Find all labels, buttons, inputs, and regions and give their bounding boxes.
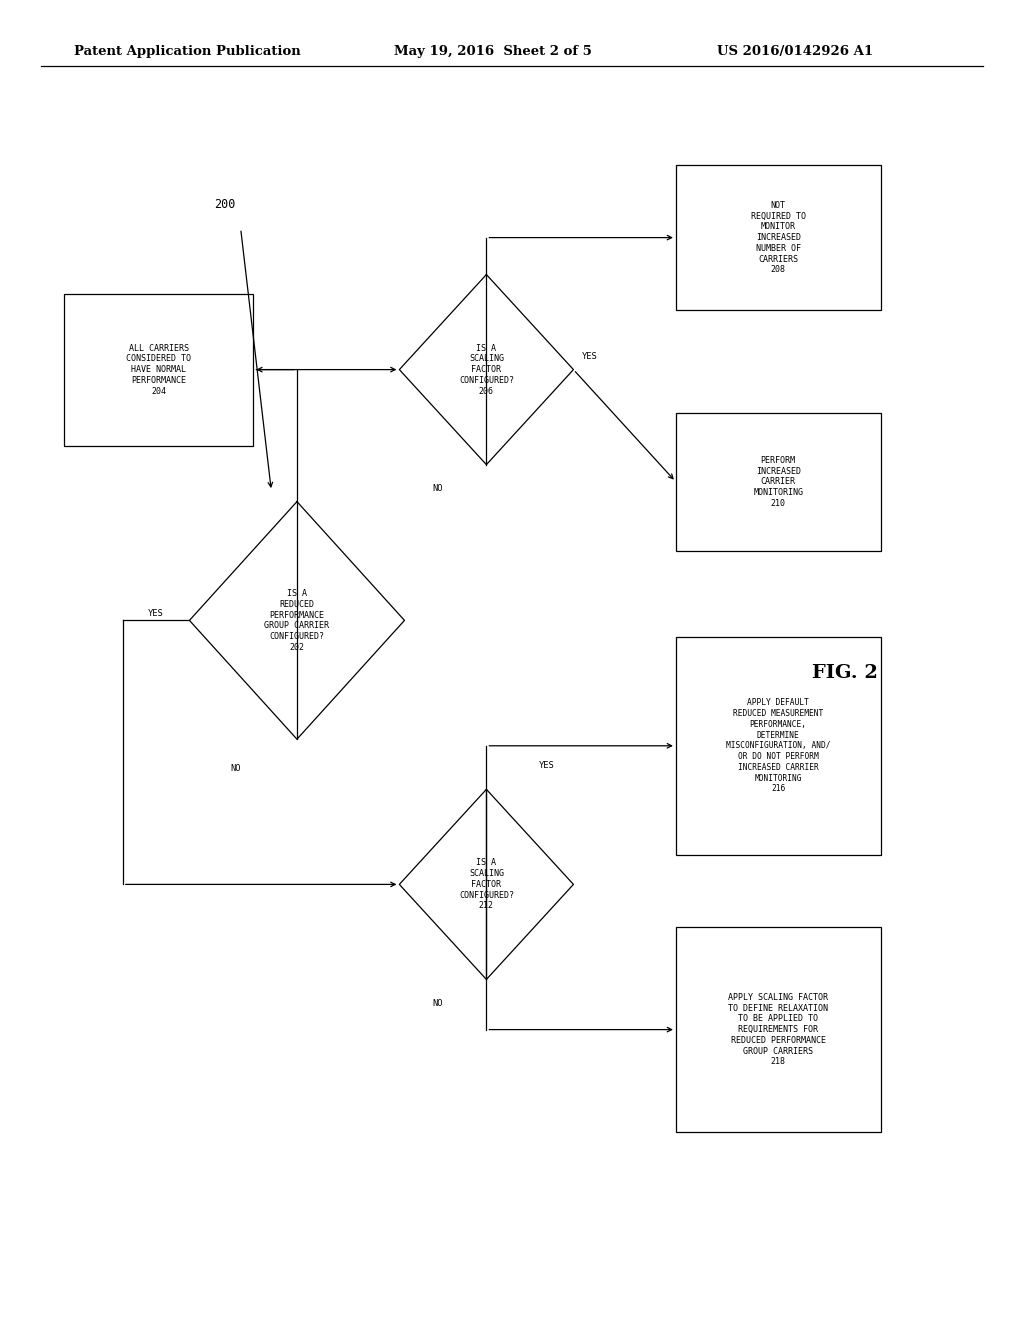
Text: YES: YES [539,762,554,770]
Text: YES: YES [148,610,164,618]
Bar [676,927,881,1131]
Bar [676,165,881,310]
Text: PERFORM
INCREASED
CARRIER
MONITORING
210: PERFORM INCREASED CARRIER MONITORING 210 [754,455,803,508]
Text: APPLY SCALING FACTOR
TO DEFINE RELAXATION
TO BE APPLIED TO
REQUIREMENTS FOR
REDU: APPLY SCALING FACTOR TO DEFINE RELAXATIO… [728,993,828,1067]
Text: May 19, 2016  Sheet 2 of 5: May 19, 2016 Sheet 2 of 5 [394,45,592,58]
Text: 200: 200 [215,198,236,211]
Text: NO: NO [432,999,442,1007]
Text: IS A
SCALING
FACTOR
CONFIGURED?
212: IS A SCALING FACTOR CONFIGURED? 212 [459,858,514,911]
Bar [63,294,254,446]
Text: US 2016/0142926 A1: US 2016/0142926 A1 [717,45,872,58]
Bar [676,638,881,855]
Text: ALL CARRIERS
CONSIDERED TO
HAVE NORMAL
PERFORMANCE
204: ALL CARRIERS CONSIDERED TO HAVE NORMAL P… [126,343,191,396]
Text: NO: NO [432,484,442,492]
Bar [676,412,881,552]
Text: Patent Application Publication: Patent Application Publication [74,45,300,58]
Text: APPLY DEFAULT
REDUCED MEASUREMENT
PERFORMANCE,
DETERMINE
MISCONFIGURATION, AND/
: APPLY DEFAULT REDUCED MEASUREMENT PERFOR… [726,698,830,793]
Text: YES: YES [582,352,597,360]
Text: NO: NO [230,764,241,772]
Text: IS A
REDUCED
PERFORMANCE
GROUP CARRIER
CONFIGURED?
202: IS A REDUCED PERFORMANCE GROUP CARRIER C… [264,589,330,652]
Text: FIG. 2: FIG. 2 [812,664,878,682]
Text: NOT
REQUIRED TO
MONITOR
INCREASED
NUMBER OF
CARRIERS
208: NOT REQUIRED TO MONITOR INCREASED NUMBER… [751,201,806,275]
Text: IS A
SCALING
FACTOR
CONFIGURED?
206: IS A SCALING FACTOR CONFIGURED? 206 [459,343,514,396]
